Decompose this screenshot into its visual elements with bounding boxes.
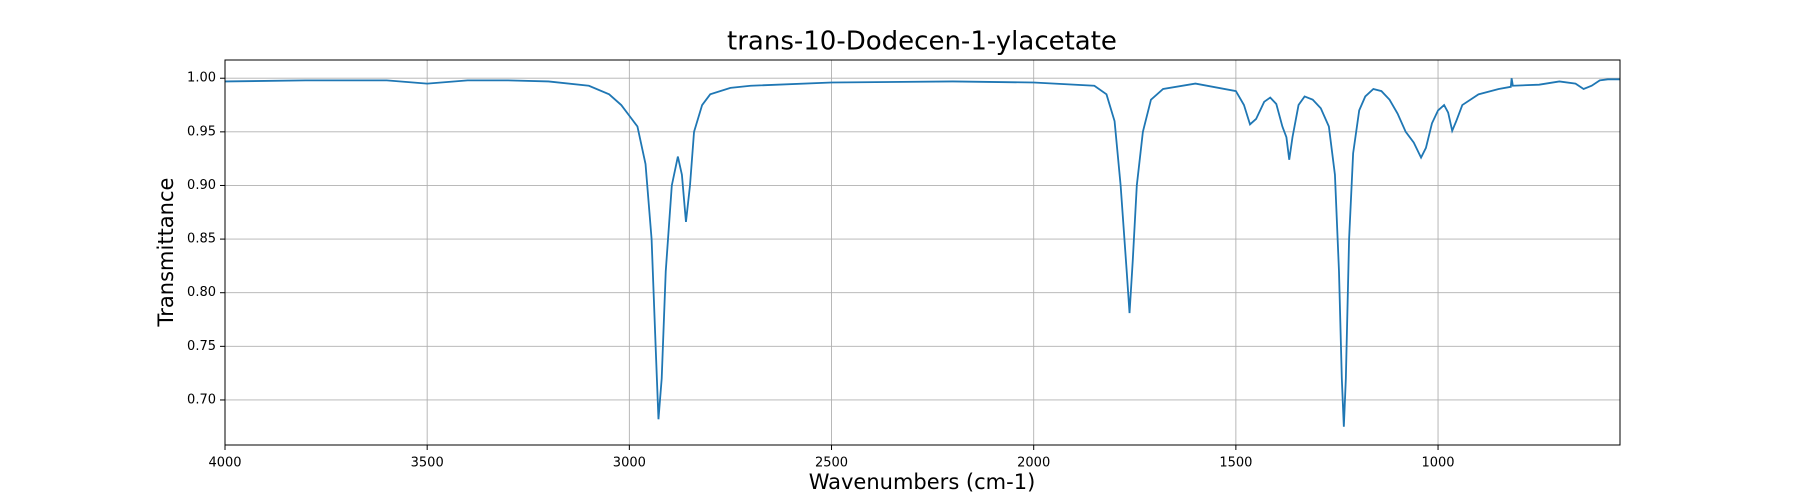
y-tick-label: 0.95 [187, 124, 216, 139]
y-tick-label: 0.70 [187, 392, 216, 407]
y-tick-label: 0.85 [187, 232, 216, 247]
x-tick-label: 3000 [613, 456, 646, 471]
x-axis-label: Wavenumbers (cm-1) [809, 470, 1036, 494]
x-tick-label: 3500 [411, 456, 444, 471]
y-tick-label: 0.75 [187, 339, 216, 354]
x-tick-label: 2500 [815, 456, 848, 471]
plot-frame [224, 59, 1621, 446]
y-tick-label: 0.80 [187, 285, 216, 300]
chart-title: trans-10-Dodecen-1-ylacetate [727, 27, 1117, 57]
x-tick-label: 1500 [1219, 456, 1252, 471]
y-tick-label: 0.90 [187, 178, 216, 193]
y-tick-label: 1.00 [187, 71, 216, 86]
y-axis-label: Transmittance [154, 178, 178, 328]
x-tick-label: 4000 [208, 456, 241, 471]
x-tick-label: 1000 [1421, 456, 1454, 471]
x-tick-label: 2000 [1017, 456, 1050, 471]
spectrum-line [224, 78, 1620, 427]
